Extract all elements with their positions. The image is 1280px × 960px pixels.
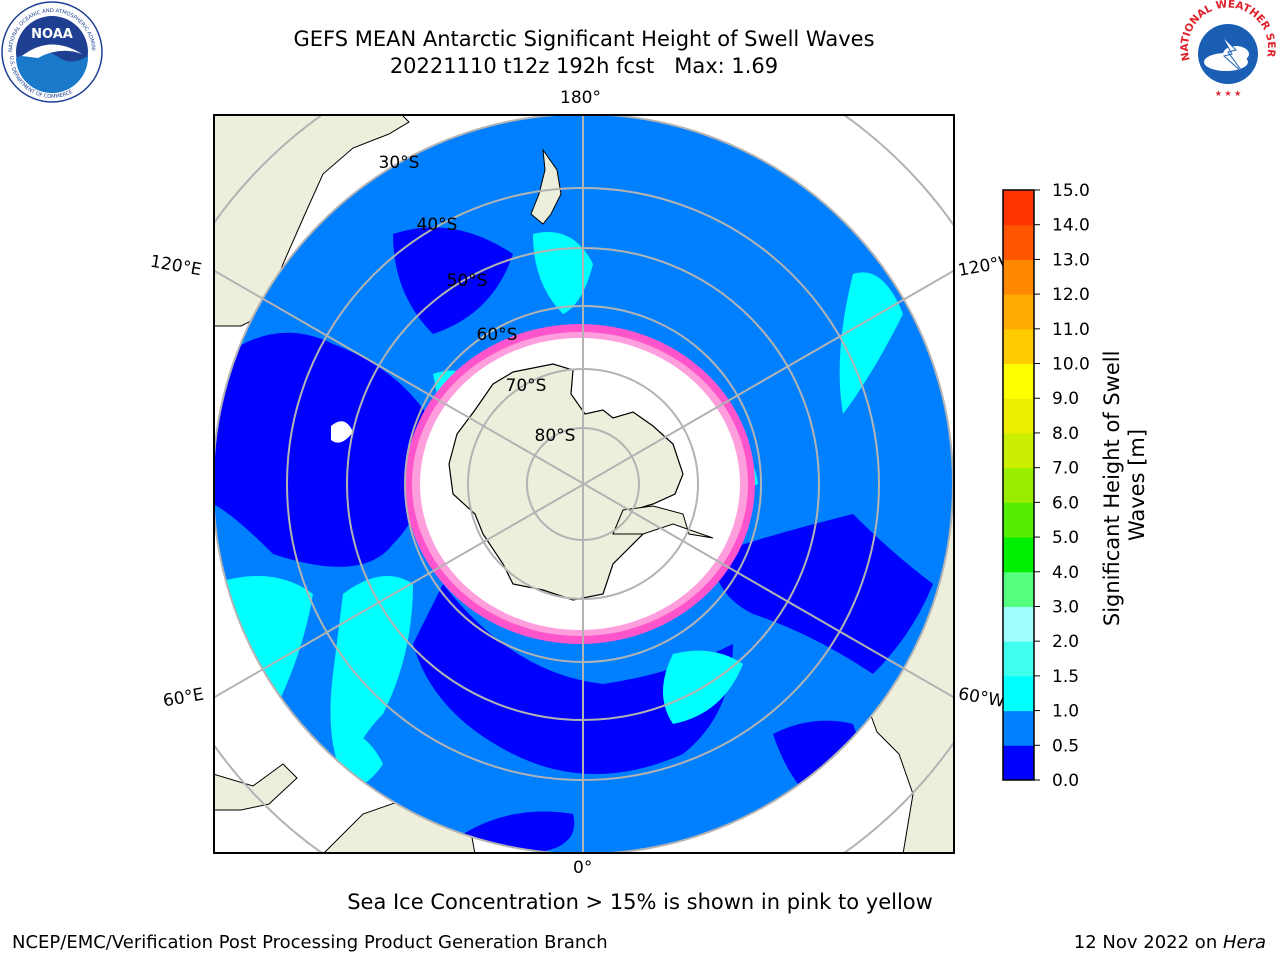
- colorbar-tick-label: 5.0: [1052, 528, 1079, 548]
- colorbar-block: [1003, 537, 1034, 573]
- colorbar: 0.0 0.5 1.0 1.5 2.0 3.0 4.0 5.0 6.0 7.0 8.0 9.0 10.0…: [1002, 181, 1149, 791]
- footer-host: Hera: [1222, 932, 1266, 953]
- colorbar-tick-label: 0.0: [1052, 771, 1079, 791]
- colorbar-tick-label: 6.0: [1052, 493, 1079, 513]
- colorbar-block: [1003, 467, 1034, 503]
- colorbar-tick-label: 3.0: [1052, 597, 1079, 617]
- lat-label-30s: 30°S: [379, 153, 420, 173]
- colorbar-tick-label: 12.0: [1052, 285, 1090, 305]
- colorbar-tick-label: 14.0: [1052, 216, 1090, 236]
- colorbar-tick-label: 0.5: [1052, 736, 1079, 756]
- colorbar-block: [1003, 745, 1034, 781]
- colorbar-block: [1003, 710, 1034, 746]
- colorbar-tick-label: 4.0: [1052, 563, 1079, 583]
- map-frame: [213, 114, 955, 854]
- colorbar-block: [1003, 190, 1034, 226]
- new-zealand-land: [530, 148, 562, 225]
- lat-label-50s: 50°S: [447, 271, 488, 291]
- colorbar-block: [1003, 606, 1034, 642]
- colorbar-tick-label: 1.5: [1052, 667, 1079, 687]
- noaa-logo: NATIONAL OCEANIC AND ATMOSPHERIC ADMINIS…: [0, 0, 103, 103]
- svg-text:NOAA: NOAA: [31, 27, 73, 42]
- svg-text:★ ★ ★: ★ ★ ★: [1215, 89, 1242, 98]
- footer-branch: NCEP/EMC/Verification Post Processing Pr…: [12, 932, 608, 953]
- lon-label-60e: 60°E: [161, 684, 206, 712]
- colorbar-block: [1003, 294, 1034, 330]
- colorbar-tick-label: 11.0: [1052, 320, 1090, 340]
- colorbar-tick-label: 1.0: [1052, 702, 1079, 722]
- lon-label-120e: 120°E: [148, 251, 204, 281]
- footer-date: 12 Nov 2022 on Hera: [1074, 932, 1266, 953]
- lat-label-40s: 40°S: [417, 215, 458, 235]
- map-panel: 30°S 40°S 50°S 60°S 70°S 80°S: [213, 114, 955, 854]
- colorbar-block: [1003, 675, 1034, 712]
- colorbar-tick-label: 15.0: [1052, 181, 1090, 201]
- lat-label-80s: 80°S: [535, 426, 576, 446]
- colorbar-block: [1003, 502, 1034, 538]
- chart-subtitle: 20221110 t12z 192h fcst Max: 1.69: [389, 54, 779, 78]
- colorbar-block: [1003, 398, 1034, 434]
- colorbar-tick-label: 2.0: [1052, 632, 1079, 652]
- lon-label-0: 0°: [573, 858, 593, 878]
- colorbar-block: [1003, 328, 1034, 365]
- lat-label-60s: 60°S: [477, 325, 518, 345]
- chart-title: GEFS MEAN Antarctic Significant Height o…: [293, 27, 875, 51]
- nws-logo: NATIONAL WEATHER SERVICE ★ ★ ★: [1176, 0, 1278, 102]
- lat-label-70s: 70°S: [506, 376, 547, 396]
- colorbar-title: Significant Height of Swell Waves [m]: [1100, 344, 1149, 626]
- colorbar-tick-label: 13.0: [1052, 250, 1090, 270]
- colorbar-block: [1003, 571, 1034, 607]
- colorbar-tick-label: 10.0: [1052, 355, 1090, 375]
- colorbar-block: [1003, 641, 1034, 677]
- sea-ice-note: Sea Ice Concentration > 15% is shown in …: [347, 890, 933, 914]
- lon-label-180: 180°: [560, 88, 601, 108]
- madagascar-land: [213, 763, 298, 811]
- colorbar-frame: [1002, 189, 1035, 781]
- colorbar-tick-label: 7.0: [1052, 459, 1079, 479]
- footer-date-text: 12 Nov 2022 on: [1073, 932, 1223, 953]
- colorbar-tick-label: 8.0: [1052, 424, 1079, 444]
- colorbar-tick-label: 9.0: [1052, 389, 1079, 409]
- colorbar-block: [1003, 432, 1034, 469]
- colorbar-block: [1003, 224, 1034, 260]
- colorbar-block: [1003, 259, 1034, 295]
- colorbar-block: [1003, 363, 1034, 399]
